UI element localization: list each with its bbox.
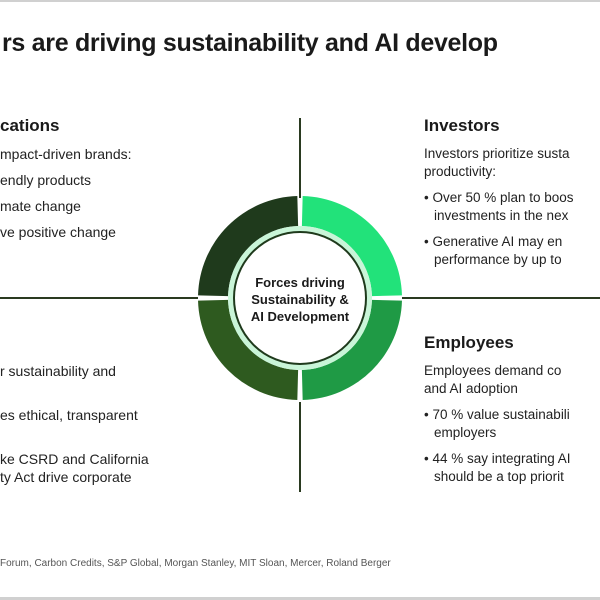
top-left-heading: cations [0,116,60,135]
text-line: ty Act drive corporate [0,469,132,485]
ring-segment-bottom-left [198,299,299,400]
text-line: investments in the nex [434,208,569,223]
ring-segment-top-right [301,196,402,297]
text-line: and AI adoption [424,381,518,396]
bullet-item: • 70 % value sustainabili [424,407,570,422]
text-line: es ethical, transparent [0,407,138,423]
bullet-item: • Generative AI may en [424,234,563,249]
text-line: r sustainability and [0,363,116,379]
page-title: rs are driving sustainability and AI dev… [2,29,498,57]
sources-footer: Forum, Carbon Credits, S&P Global, Morga… [0,558,391,569]
text-line: endly products [0,172,92,188]
text-line: performance by up to [434,252,562,267]
text-line: employers [434,425,497,440]
ring-segment-bottom-right [301,299,402,400]
bullet-item: • Over 50 % plan to boos [424,190,574,205]
center-circle [233,231,367,365]
ring-segment-top-left [198,196,299,297]
bottom-border [0,597,600,600]
text-line: Employees demand co [424,363,562,378]
text-line: mate change [0,198,81,214]
center-label: Forces driving Sustainability & AI Devel… [234,274,366,325]
text-line: productivity: [424,164,497,179]
investors-heading: Investors [424,116,500,135]
text-line: Investors prioritize susta [424,146,570,161]
center-label-line: AI Development [250,309,350,324]
text-line: mpact-driven brands: [0,146,132,162]
employees-heading: Employees [424,333,514,352]
text-line: should be a top priorit [434,469,564,484]
center-label-line: Sustainability & [251,292,349,307]
text-line: ve positive change [0,224,116,240]
center-label-line: Forces driving [255,275,345,290]
top-border [0,0,600,2]
text-line: ke CSRD and California [0,451,149,467]
bullet-item: • 44 % say integrating AI [424,451,571,466]
